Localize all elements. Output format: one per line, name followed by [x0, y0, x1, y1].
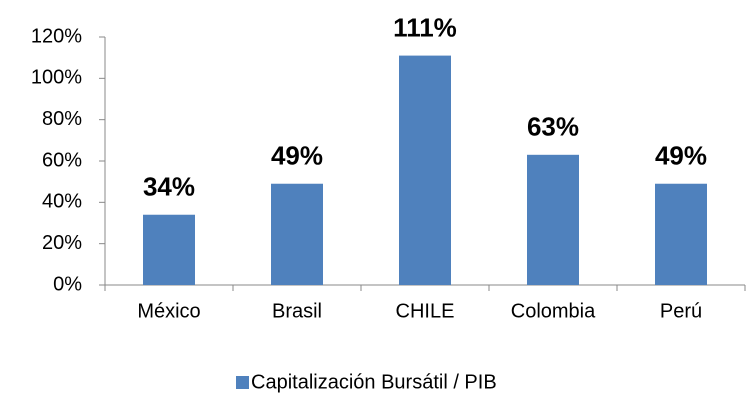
y-tick-label: 120% — [31, 25, 82, 47]
bar — [527, 154, 579, 285]
data-label: 111% — [393, 12, 457, 42]
x-tick-label: Colombia — [511, 300, 596, 322]
y-tick-label: 80% — [42, 108, 82, 130]
data-label: 49% — [655, 141, 707, 171]
bar — [271, 183, 323, 285]
x-tick-label: CHILE — [396, 300, 455, 322]
y-tick-label: 40% — [42, 191, 82, 213]
bar — [655, 183, 707, 285]
data-label: 63% — [527, 112, 579, 142]
legend-label: Capitalización Bursátil / PIB — [251, 371, 497, 393]
x-tick-label: Brasil — [272, 300, 322, 322]
legend-swatch — [236, 376, 249, 389]
data-label: 49% — [271, 141, 323, 171]
data-label: 34% — [143, 172, 195, 202]
bar — [143, 214, 195, 285]
x-tick-label: Perú — [660, 300, 702, 322]
bar — [399, 55, 451, 285]
y-tick-label: 60% — [42, 149, 82, 171]
x-tick-label: México — [137, 300, 200, 322]
y-tick-label: 0% — [53, 273, 82, 295]
y-tick-label: 100% — [31, 67, 82, 89]
y-tick-label: 20% — [42, 232, 82, 254]
